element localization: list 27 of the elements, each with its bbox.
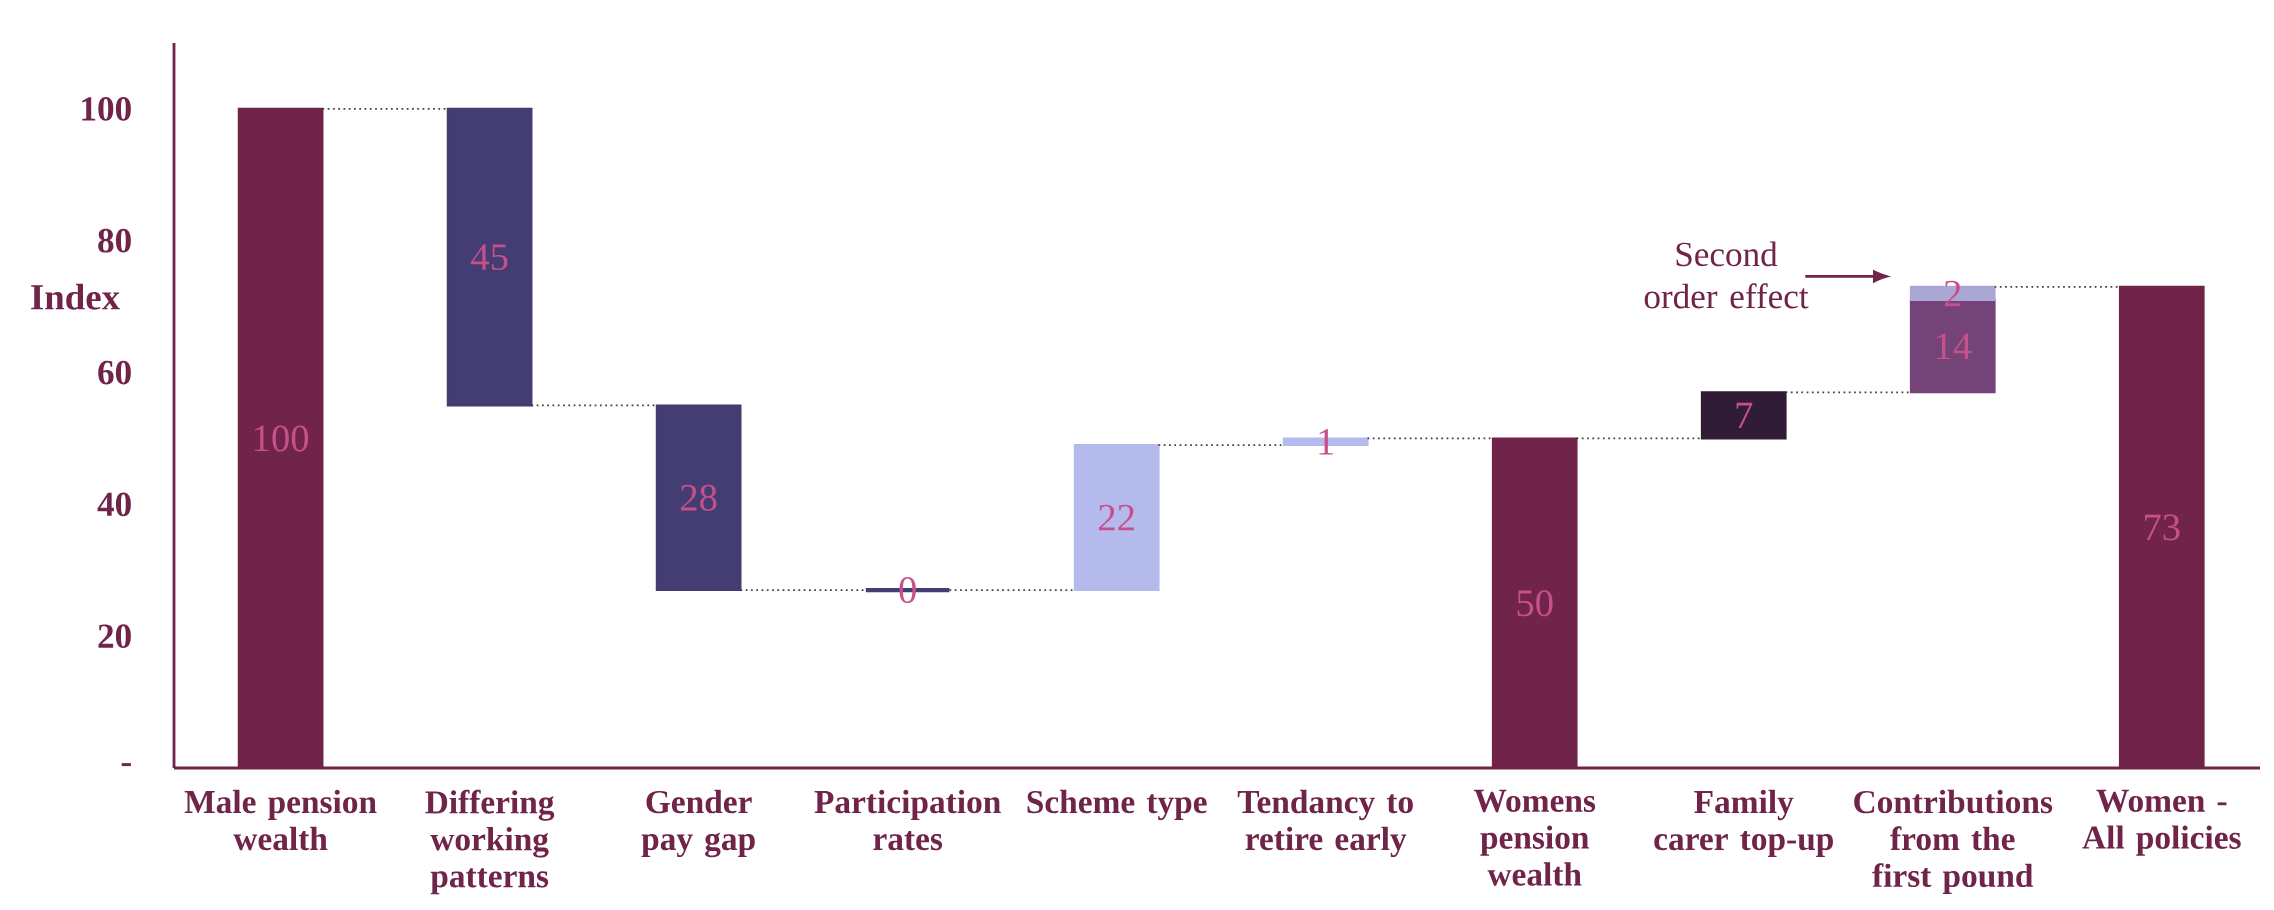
y-tick-label: - [121, 763, 131, 767]
x-tick-label: Family carer top-up [1654, 789, 1833, 857]
x-tick-label: Participation rates [814, 789, 1001, 851]
x-tick-label: Womens pension wealth [1473, 789, 1596, 886]
x-tick-label: Women - All policies [2082, 789, 2241, 856]
data-label: 2 [1944, 280, 1961, 307]
y-tick-label: 20 [98, 624, 131, 649]
y-tick-label: 60 [98, 360, 131, 385]
y-tick-label: 40 [97, 492, 131, 517]
data-label: 45 [471, 244, 508, 271]
data-label: 22 [1099, 504, 1134, 531]
y-tick-label: 100 [82, 97, 131, 121]
x-tick-label: Gender pay gap [641, 789, 755, 858]
x-tick-label: Differing working patterns [425, 789, 555, 895]
data-label: 14 [1936, 333, 1972, 359]
x-tick-label: Contributions from the first pound [1854, 789, 2053, 894]
y-axis-title: Index [31, 283, 120, 310]
y-tick-label: 80 [98, 228, 131, 253]
x-tick-label: Scheme type [1027, 789, 1207, 821]
data-label: 7 [1736, 402, 1753, 429]
data-label: 28 [681, 484, 717, 511]
data-label: 73 [2144, 514, 2180, 541]
annotation: Second order effect [1644, 241, 1809, 309]
x-tick-label: Male pension wealth [184, 789, 377, 851]
x-tick-label: Tendancy to retire early [1237, 789, 1413, 858]
data-label: 100 [255, 425, 309, 452]
data-label: 50 [1517, 590, 1553, 617]
